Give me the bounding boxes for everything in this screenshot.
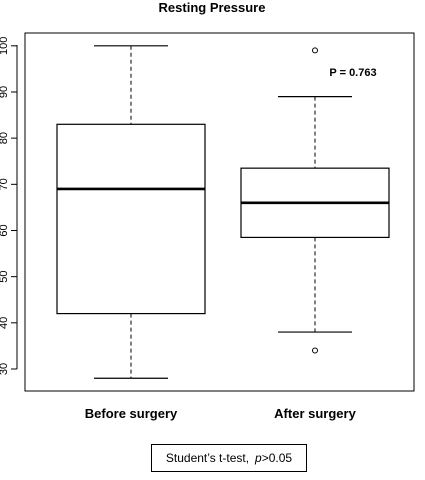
box-2 — [240, 47, 390, 354]
y-tick-label: 50 — [0, 271, 10, 283]
iqr-box — [56, 123, 206, 315]
y-tick-label: 80 — [0, 132, 10, 144]
outlier-point — [312, 47, 318, 54]
test-label: Student’s t-test, — [165, 451, 250, 465]
y-axis-ticks: 30 40 50 60 70 80 90 100 — [0, 37, 17, 375]
p-threshold: >0.05 — [261, 451, 293, 465]
p-value-annotation: P = 0.763 — [329, 67, 376, 79]
y-tick-label: 30 — [0, 363, 10, 375]
box-1 — [56, 45, 206, 379]
boxes-group — [56, 45, 390, 379]
plot-frame — [24, 32, 415, 392]
y-tick-label: 60 — [0, 224, 10, 236]
y-tick-label: 70 — [0, 178, 10, 190]
p-italic-label: p — [255, 451, 262, 465]
chart-title: Resting Pressure — [159, 0, 266, 15]
y-tick-label: 100 — [0, 37, 10, 55]
x-category-label: Before surgery — [85, 406, 178, 421]
x-category-label: After surgery — [274, 406, 356, 421]
test-footnote: Student’s t-test, p >0.05 — [151, 444, 307, 472]
x-axis-labels: Before surgery After surgery — [85, 406, 357, 421]
outlier-point — [312, 347, 318, 354]
y-tick-label: 90 — [0, 86, 10, 98]
y-tick-label: 40 — [0, 317, 10, 329]
